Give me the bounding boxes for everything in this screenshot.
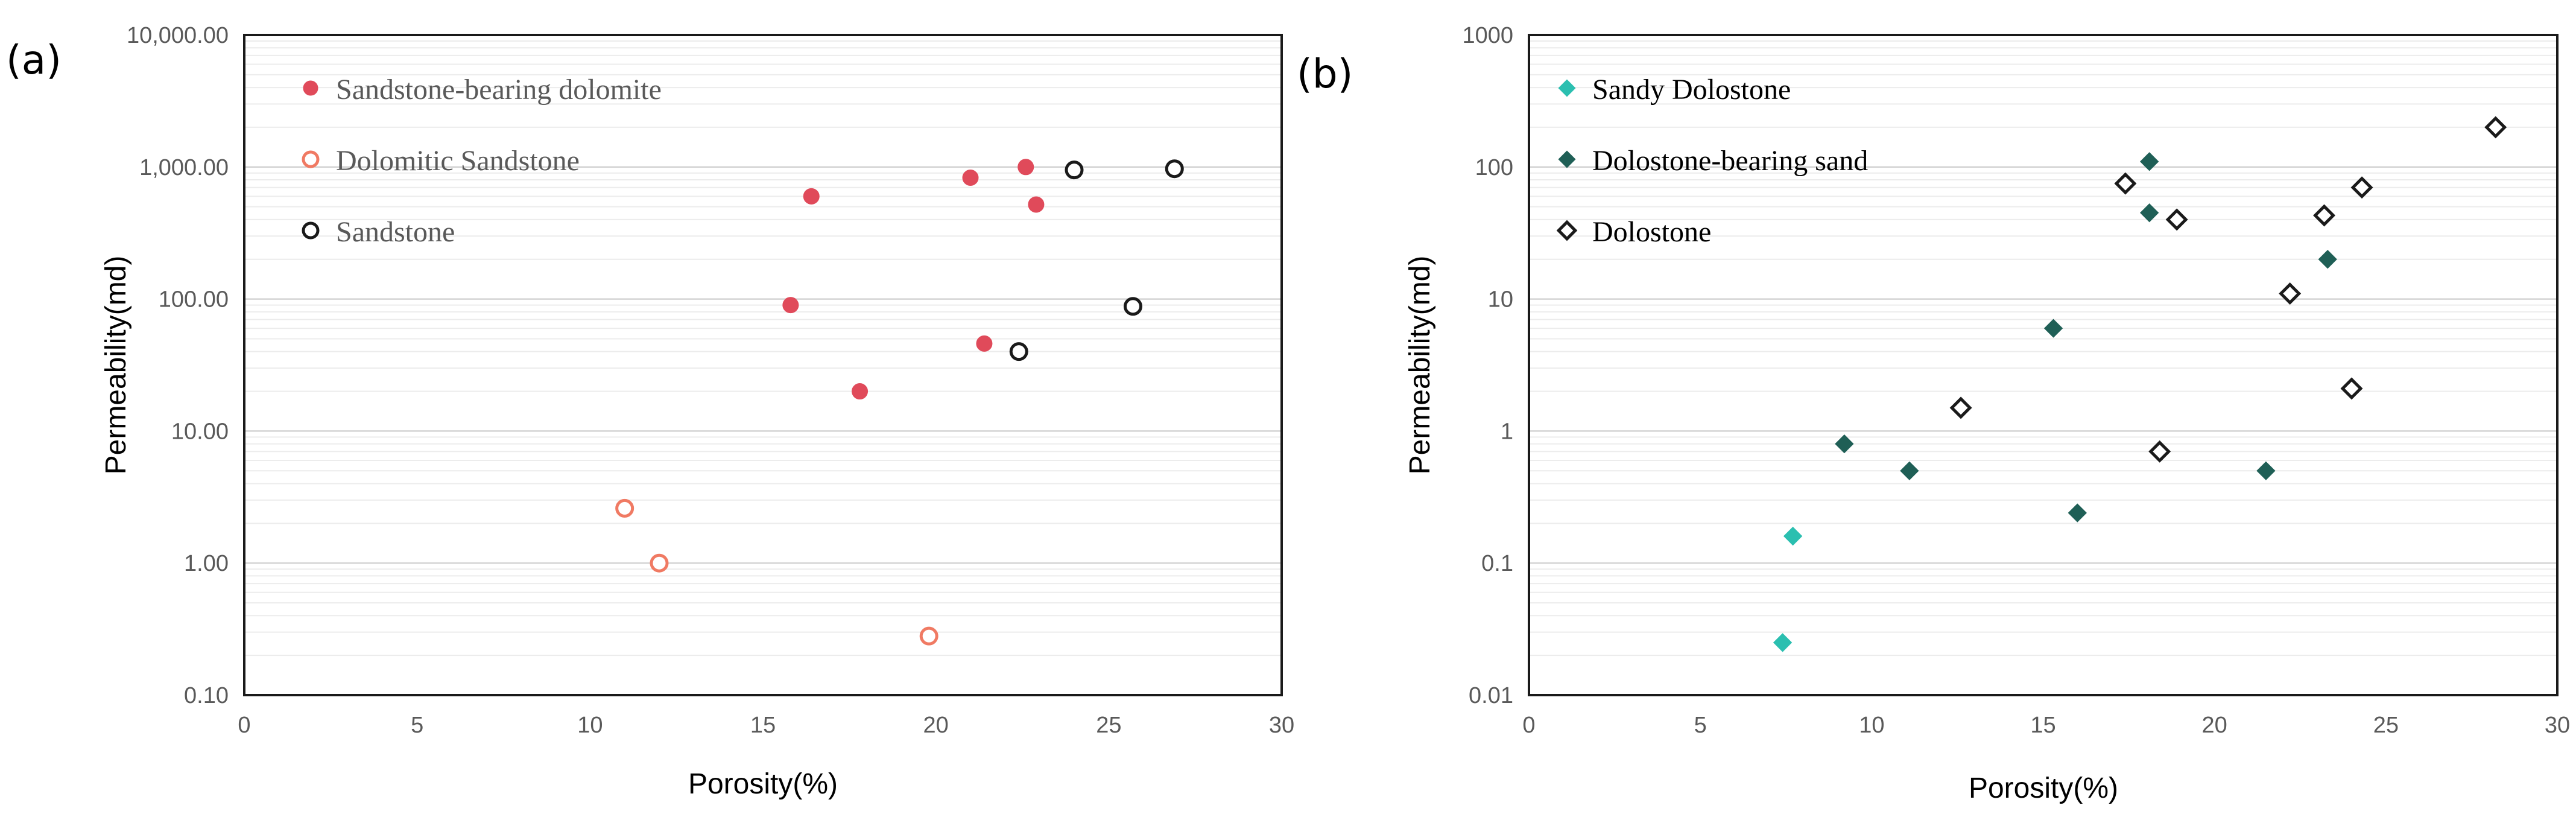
y-tick-label: 0.1 — [1481, 551, 1513, 576]
data-point — [2279, 282, 2302, 305]
data-point — [1835, 434, 1854, 454]
legend: Sandy Dolostone Dolostone-bearing sand Dol… — [1556, 74, 1868, 248]
legend-marker — [1558, 79, 1576, 97]
data-point — [919, 626, 938, 646]
minor-grid — [1529, 40, 2557, 656]
legend: Sandstone-bearing dolomite Dolomitic Sand… — [302, 74, 662, 248]
y-tick-label: 0.10 — [184, 683, 229, 708]
data-point — [615, 498, 635, 518]
legend-label: Dolostone — [1592, 216, 1711, 248]
plot-frame — [1528, 34, 2559, 696]
series-sandstone — [1009, 159, 1184, 361]
data-point — [1065, 161, 1084, 180]
x-tick-label: 30 — [1269, 713, 1294, 738]
legend-marker — [1558, 150, 1576, 168]
chart-panel-a: (a) 0.10 1.00 10.00 100.00 1,000.00 10,000.00… — [6, 23, 1294, 800]
data-point — [1017, 159, 1034, 176]
series-dolostone — [1949, 116, 2507, 463]
x-tick-label: 0 — [238, 713, 250, 738]
legend-marker — [1556, 220, 1578, 241]
data-point — [650, 553, 669, 573]
x-tick-label: 0 — [1522, 713, 1535, 738]
x-axis-title: Porosity(%) — [1969, 772, 2118, 804]
legend-label: Dolomitic Sandstone — [336, 145, 580, 177]
x-tick-label: 15 — [2030, 713, 2055, 738]
legend-label: Sandstone — [336, 216, 455, 248]
data-point — [2043, 319, 2063, 338]
data-point — [1949, 396, 1972, 419]
data-point — [1123, 297, 1142, 316]
legend-marker — [302, 150, 320, 168]
x-tick-label: 30 — [2545, 713, 2570, 738]
data-point — [2340, 377, 2363, 400]
series-sandstone-bearing-dolomite — [782, 159, 1045, 400]
data-point — [2256, 461, 2276, 480]
data-point — [782, 297, 799, 314]
x-tick-label: 25 — [2373, 713, 2399, 738]
data-point — [1028, 196, 1045, 213]
y-tick-label: 10.00 — [171, 419, 229, 444]
x-tick-label: 20 — [923, 713, 949, 738]
y-tick-label: 1,000.00 — [139, 155, 229, 180]
data-point — [2350, 176, 2373, 199]
y-tick-label: 1000 — [1462, 23, 1513, 48]
data-point — [962, 170, 979, 186]
minor-grid — [244, 40, 1282, 656]
data-point — [2165, 208, 2188, 231]
chart-panel-b: (b) 0.01 0.1 1 10 100 1000 0 5 10 15 20 25 30 Porosit… — [1297, 23, 2570, 804]
legend-marker — [302, 221, 320, 240]
x-tick-label: 10 — [577, 713, 603, 738]
x-axis-title: Porosity(%) — [688, 768, 838, 800]
y-tick-label: 1 — [1501, 419, 1513, 444]
panel-label-a: (a) — [6, 37, 62, 83]
data-point — [2313, 204, 2336, 227]
y-axis-title: Permeability(md) — [1404, 256, 1436, 475]
data-point — [2318, 250, 2337, 269]
legend-label: Sandy Dolostone — [1592, 74, 1791, 106]
series-dolomitic-sandstone — [615, 498, 938, 646]
plot-frame — [243, 34, 1283, 696]
y-tick-label: 10 — [1488, 287, 1513, 313]
legend-label: Sandstone-bearing dolomite — [336, 74, 662, 106]
data-point — [976, 335, 993, 352]
x-tick-label: 25 — [1096, 713, 1121, 738]
x-tick-label: 15 — [750, 713, 776, 738]
legend-label: Dolostone-bearing sand — [1592, 145, 1868, 177]
y-tick-label: 10,000.00 — [127, 23, 229, 48]
data-point — [2148, 440, 2171, 463]
x-tick-label: 5 — [411, 713, 423, 738]
x-tick-label: 10 — [1859, 713, 1884, 738]
major-grid — [1529, 34, 2557, 696]
x-tick-label: 5 — [1694, 713, 1707, 738]
x-tick-label: 20 — [2202, 713, 2227, 738]
data-point — [1165, 159, 1184, 179]
data-point — [2068, 503, 2087, 523]
series-dolostone-bearing-sand — [1835, 152, 2337, 523]
data-point — [803, 188, 820, 205]
panel-label-b: (b) — [1297, 51, 1353, 97]
data-point — [1900, 461, 1919, 480]
legend-marker — [303, 80, 318, 96]
y-tick-label: 100.00 — [159, 287, 229, 313]
data-point — [852, 383, 869, 400]
y-axis-title: Permeability(md) — [100, 256, 132, 475]
data-point — [1773, 633, 1793, 652]
data-point — [2114, 172, 2137, 195]
major-grid — [244, 34, 1282, 696]
y-tick-label: 0.01 — [1469, 683, 1513, 708]
series-sandy-dolostone — [1773, 526, 1803, 652]
data-point — [2140, 203, 2159, 223]
data-point — [2484, 116, 2507, 139]
y-tick-label: 100 — [1475, 155, 1513, 180]
y-tick-label: 1.00 — [184, 551, 229, 576]
data-point — [1783, 526, 1803, 546]
data-point — [2140, 152, 2159, 171]
data-point — [1009, 342, 1028, 361]
